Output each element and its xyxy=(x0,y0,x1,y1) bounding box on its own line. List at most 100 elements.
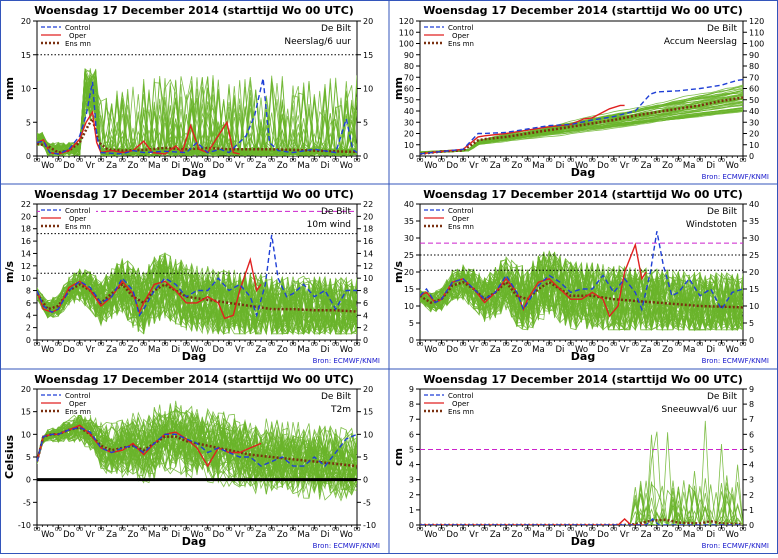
station-label: De Bilt xyxy=(321,392,352,402)
x-tick-hour-label: 00 xyxy=(438,342,445,348)
source-label: Bron: ECMWF/KNMI xyxy=(702,542,769,550)
ensemble-member-line xyxy=(37,271,357,335)
x-axis-label: Dag xyxy=(571,166,595,179)
x-tick-hour-label: 00 xyxy=(740,158,747,164)
x-day-label: Ma xyxy=(148,161,161,171)
x-day-label: Wo xyxy=(575,345,588,355)
y-tick-label-right: 22 xyxy=(363,200,373,209)
y-tick-label-left: 16 xyxy=(21,237,31,246)
y-tick-label-left: 10 xyxy=(21,430,31,439)
x-day-label: Za xyxy=(641,345,652,355)
y-tick-label-left: 15 xyxy=(404,285,414,294)
x-tick-hour-label: 00 xyxy=(460,527,467,533)
y-tick-label-left: 5 xyxy=(409,445,414,454)
ensemble-member-line xyxy=(37,261,357,335)
y-tick-label-left: 20 xyxy=(21,385,31,394)
x-day-label: Wo xyxy=(726,345,739,355)
x-tick-hour-label: 00 xyxy=(311,342,318,348)
x-day-label: Wo xyxy=(575,530,588,540)
x-day-label: Ma xyxy=(683,530,696,540)
x-tick-hour-label: 00 xyxy=(632,158,639,164)
x-tick-hour-label: 00 xyxy=(460,158,467,164)
y-tick-label-left: 18 xyxy=(21,225,31,234)
legend-oper-label: Oper xyxy=(452,32,469,40)
y-tick-label-left: 0 xyxy=(26,336,31,345)
x-tick-hour-label: 00 xyxy=(247,527,254,533)
x-day-label: Vr xyxy=(86,530,96,540)
ensemble-member-line xyxy=(420,492,743,525)
y-axis-label: cm xyxy=(392,448,405,466)
y-tick-label-right: 20 xyxy=(363,17,373,26)
x-tick-hour-label: 00 xyxy=(183,158,190,164)
ensmean-series-line xyxy=(37,282,357,313)
ensemble-member-line xyxy=(37,253,357,335)
ensemble-member-line xyxy=(420,488,743,525)
plot-content xyxy=(420,78,743,156)
x-tick-hour-label: 00 xyxy=(311,158,318,164)
x-tick-hour-label: 00 xyxy=(567,158,574,164)
x-day-label: Di xyxy=(321,345,330,355)
x-day-label: Di xyxy=(321,530,330,540)
x-day-label: Vr xyxy=(469,530,479,540)
y-tick-label-left: 3 xyxy=(409,476,414,485)
x-day-label: Ma xyxy=(148,345,161,355)
x-day-label: Ma xyxy=(297,530,310,540)
y-tick-label-right: 12 xyxy=(363,262,373,271)
y-tick-label-right: 2 xyxy=(363,324,368,333)
chart-wind: Woensdag 17 December 2014 (starttijd Wo … xyxy=(3,188,380,365)
y-tick-label-right: 15 xyxy=(363,408,373,417)
x-day-label: Za xyxy=(106,530,117,540)
y-tick-label-left: 110 xyxy=(399,28,414,37)
x-day-label: Di xyxy=(706,530,715,540)
plot-content xyxy=(37,400,357,502)
oper-series-line xyxy=(420,242,647,318)
y-tick-label-left: 40 xyxy=(404,107,414,116)
legend-control-label: Control xyxy=(65,207,90,215)
ensemble-member-line xyxy=(37,419,357,487)
ensemble-member-line xyxy=(420,480,743,525)
y-tick-label-right: 100 xyxy=(749,40,764,49)
chart-precip: Woensdag 17 December 2014 (starttijd Wo … xyxy=(3,4,373,179)
y-tick-label-left: 7 xyxy=(409,415,414,424)
chart-gust: Woensdag 17 December 2014 (starttijd Wo … xyxy=(392,188,769,365)
y-tick-label-right: 4 xyxy=(749,461,754,470)
legend-ensmean-label: Ens mn xyxy=(65,40,91,48)
y-tick-label-right: 50 xyxy=(749,96,759,105)
ensemble-member-line xyxy=(37,260,357,335)
x-tick-hour-label: 00 xyxy=(696,527,703,533)
x-day-label: Za xyxy=(641,530,652,540)
x-tick-hour-label: 00 xyxy=(183,342,190,348)
chart-title: Woensdag 17 December 2014 (starttijd Wo … xyxy=(34,4,354,17)
y-tick-label-left: 10 xyxy=(21,274,31,283)
y-tick-label-left: 2 xyxy=(409,491,414,500)
y-tick-label-left: 60 xyxy=(404,85,414,94)
legend-control-label: Control xyxy=(65,24,90,32)
y-tick-label-left: -5 xyxy=(23,498,31,507)
chart-title: Woensdag 17 December 2014 (starttijd Wo … xyxy=(423,373,743,386)
y-tick-label-left: 12 xyxy=(21,262,31,271)
x-tick-hour-label: 00 xyxy=(354,158,361,164)
y-tick-label-right: 10 xyxy=(363,85,373,94)
y-tick-label-right: 0 xyxy=(749,521,754,530)
x-day-label: Za xyxy=(641,161,652,171)
y-tick-label-right: 70 xyxy=(749,73,759,82)
x-tick-hour-label: 00 xyxy=(204,527,211,533)
y-tick-label-left: 14 xyxy=(21,249,31,258)
x-day-label: Di xyxy=(171,161,180,171)
y-tick-label-right: 0 xyxy=(749,152,754,161)
y-tick-label-right: 2 xyxy=(749,491,754,500)
x-tick-hour-label: 00 xyxy=(524,158,531,164)
source-label: Bron: ECMWF/KNMI xyxy=(702,173,769,181)
y-tick-label-left: 5 xyxy=(26,118,31,127)
y-tick-label-left: 35 xyxy=(404,217,414,226)
x-tick-hour-label: 00 xyxy=(140,158,147,164)
x-day-label: Za xyxy=(255,161,266,171)
y-tick-label-right: 8 xyxy=(749,400,754,409)
x-day-label: Wo xyxy=(41,345,54,355)
y-tick-label-right: 5 xyxy=(363,453,368,462)
x-tick-hour-label: 00 xyxy=(119,527,126,533)
x-tick-hour-label: 00 xyxy=(290,342,297,348)
x-tick-hour-label: 00 xyxy=(76,527,83,533)
chart-accum: Woensdag 17 December 2014 (starttijd Wo … xyxy=(392,4,769,181)
x-tick-hour-label: 00 xyxy=(546,342,553,348)
